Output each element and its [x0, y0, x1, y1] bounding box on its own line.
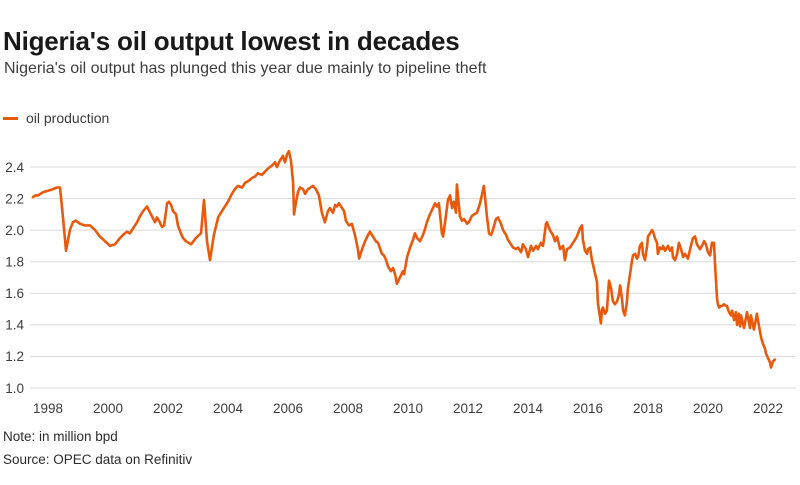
- legend-label: oil production: [26, 110, 110, 126]
- x-axis-label: 2004: [213, 401, 244, 416]
- x-axis-label: 1998: [33, 401, 63, 416]
- note-text: Note: in million bpd: [3, 429, 118, 444]
- y-axis-label: 1.0: [5, 381, 24, 396]
- page-title: Nigeria's oil output lowest in decades: [3, 26, 460, 57]
- x-axis-label: 2020: [693, 401, 723, 416]
- x-axis-label: 2018: [633, 401, 663, 416]
- y-axis-label: 1.8: [5, 255, 24, 270]
- chart-subtitle: Nigeria's oil output has plunged this ye…: [4, 60, 487, 77]
- y-axis-label: 2.2: [5, 191, 24, 206]
- x-axis-label: 2012: [453, 401, 483, 416]
- x-axis-label: 2002: [153, 401, 183, 416]
- oil-production-chart: 1.0 1.2 1.4 1.6 1.8 2.0 2.2 2.4 1998 2000 2002 2004…: [5, 149, 796, 416]
- x-axis-label: 2010: [393, 401, 423, 416]
- chart-footnote: Note: in million bpd Source: OPEC data o…: [3, 425, 192, 471]
- x-axis-label: 2014: [513, 401, 544, 416]
- y-axis-label: 1.2: [5, 349, 24, 364]
- source-text: Source: OPEC data on Refinitiv: [3, 452, 193, 467]
- x-axis-label: 2000: [93, 401, 123, 416]
- y-axis-label: 2.0: [5, 223, 24, 238]
- x-axis-label: 2016: [573, 401, 603, 416]
- x-axis-label: 2006: [273, 401, 303, 416]
- y-axis-label: 1.6: [5, 286, 24, 301]
- y-axis-label: 1.4: [5, 318, 24, 333]
- x-axis-label: 2022: [753, 401, 783, 416]
- chart-legend: oil production: [3, 110, 109, 126]
- x-axis-label: 2008: [333, 401, 363, 416]
- legend-line-swatch: [3, 116, 18, 120]
- production-line: [31, 149, 777, 369]
- y-axis-label: 2.4: [5, 160, 24, 175]
